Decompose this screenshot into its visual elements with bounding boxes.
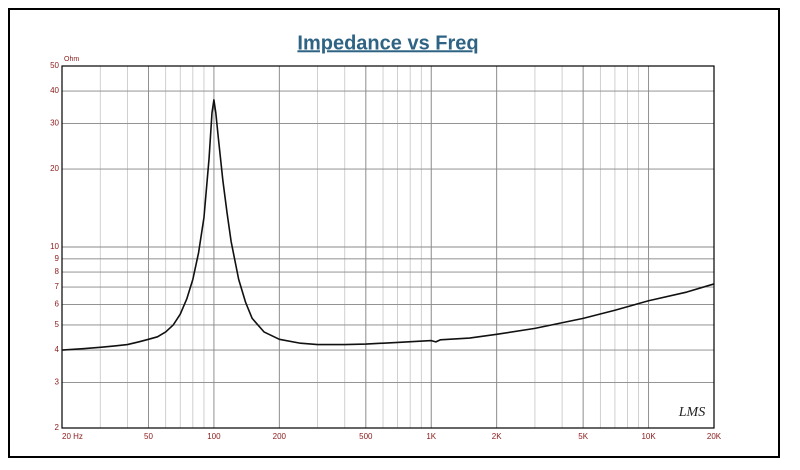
y-tick-label: 5 bbox=[55, 320, 60, 329]
plot-border bbox=[61, 65, 715, 429]
y-tick-label: 2 bbox=[55, 423, 60, 432]
x-tick-label: 50 bbox=[144, 432, 153, 441]
x-tick-label: 100 bbox=[207, 432, 221, 441]
y-tick-label: 10 bbox=[50, 242, 59, 251]
x-tick-label: 10K bbox=[641, 432, 656, 441]
y-tick-label: 50 bbox=[50, 61, 59, 70]
y-tick-label: 4 bbox=[55, 345, 60, 354]
y-tick-label: 9 bbox=[55, 254, 60, 263]
y-tick-label: 7 bbox=[55, 282, 60, 291]
x-tick-label: 5K bbox=[578, 432, 588, 441]
x-tick-label: 2K bbox=[492, 432, 502, 441]
x-tick-label: 1K bbox=[426, 432, 436, 441]
chart-title: Impedance vs Freq bbox=[297, 32, 478, 54]
frame bbox=[8, 8, 780, 458]
x-tick-label: 200 bbox=[273, 432, 287, 441]
y-tick-label: 3 bbox=[55, 378, 60, 387]
x-tick-label: 20K bbox=[707, 432, 722, 441]
logo: LMS bbox=[678, 405, 705, 420]
y-tick-label: 6 bbox=[55, 300, 60, 309]
x-tick-label: 500 bbox=[359, 432, 373, 441]
y-tick-label: 8 bbox=[55, 267, 60, 276]
x-tick-label: 20 Hz bbox=[62, 432, 83, 441]
impedance-line bbox=[61, 99, 715, 351]
y-tick-label: 30 bbox=[50, 119, 59, 128]
y-tick-label: 20 bbox=[50, 164, 59, 173]
y-tick-label: 40 bbox=[50, 86, 59, 95]
y-axis-label: Ohm bbox=[64, 56, 79, 63]
